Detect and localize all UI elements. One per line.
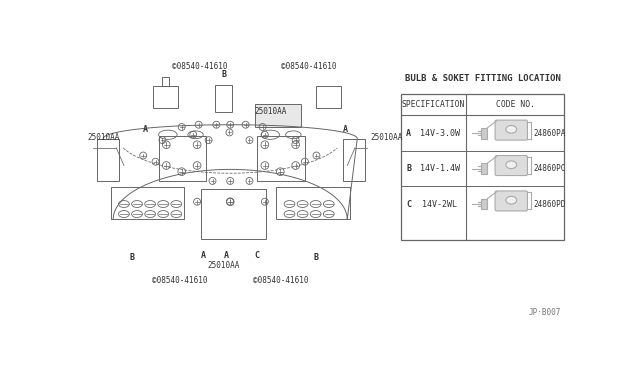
FancyBboxPatch shape (495, 120, 527, 140)
Text: JP·B007: JP·B007 (528, 308, 561, 317)
Bar (481, 128, 488, 139)
Bar (111, 187, 184, 219)
Text: B: B (406, 164, 412, 173)
Text: 14V-2WL: 14V-2WL (422, 199, 457, 209)
Text: C: C (406, 199, 412, 209)
Bar (481, 163, 488, 174)
Text: A: A (143, 125, 148, 134)
Text: ©08540-41610: ©08540-41610 (253, 276, 308, 285)
Text: ©08540-41610: ©08540-41610 (281, 62, 337, 71)
Text: ©08540-41610: ©08540-41610 (172, 62, 227, 71)
Bar (276, 187, 349, 219)
Text: CODE NO.: CODE NO. (495, 100, 534, 109)
FancyBboxPatch shape (495, 191, 527, 211)
Text: 25010AA: 25010AA (371, 133, 403, 142)
Bar (316, 86, 341, 108)
Text: 14V-3.0W: 14V-3.0W (420, 129, 460, 138)
Text: 14V-1.4W: 14V-1.4W (420, 164, 460, 173)
Text: B: B (314, 253, 319, 262)
Text: ©08540-41610: ©08540-41610 (152, 276, 208, 285)
Bar (215, 85, 232, 112)
Text: 24860PA: 24860PA (534, 129, 566, 138)
Text: 25010AA: 25010AA (254, 107, 287, 116)
Bar (163, 77, 168, 86)
Bar (257, 136, 305, 181)
Bar (255, 104, 301, 127)
Text: BULB & SOKET FITTING LOCATION: BULB & SOKET FITTING LOCATION (405, 74, 561, 83)
Bar (401, 94, 564, 240)
Text: 24860PD: 24860PD (534, 199, 566, 209)
Bar (344, 139, 365, 181)
Text: 25010AA: 25010AA (208, 261, 240, 270)
Text: C: C (255, 251, 260, 260)
Text: 25010AA: 25010AA (88, 133, 120, 142)
Text: A: A (343, 125, 348, 134)
FancyBboxPatch shape (495, 155, 527, 176)
Text: A: A (406, 129, 412, 138)
Ellipse shape (506, 161, 516, 169)
Text: B: B (221, 70, 227, 79)
Text: B: B (129, 253, 134, 262)
Text: SPECIFICATION: SPECIFICATION (402, 100, 465, 109)
Text: 24860PC: 24860PC (534, 164, 566, 173)
Ellipse shape (506, 196, 516, 204)
Bar (201, 189, 266, 239)
Ellipse shape (506, 125, 516, 133)
Bar (153, 86, 178, 108)
Bar (481, 199, 488, 209)
Bar (97, 139, 118, 181)
Bar (159, 136, 206, 181)
Text: A: A (201, 251, 206, 260)
Text: A: A (224, 251, 229, 260)
